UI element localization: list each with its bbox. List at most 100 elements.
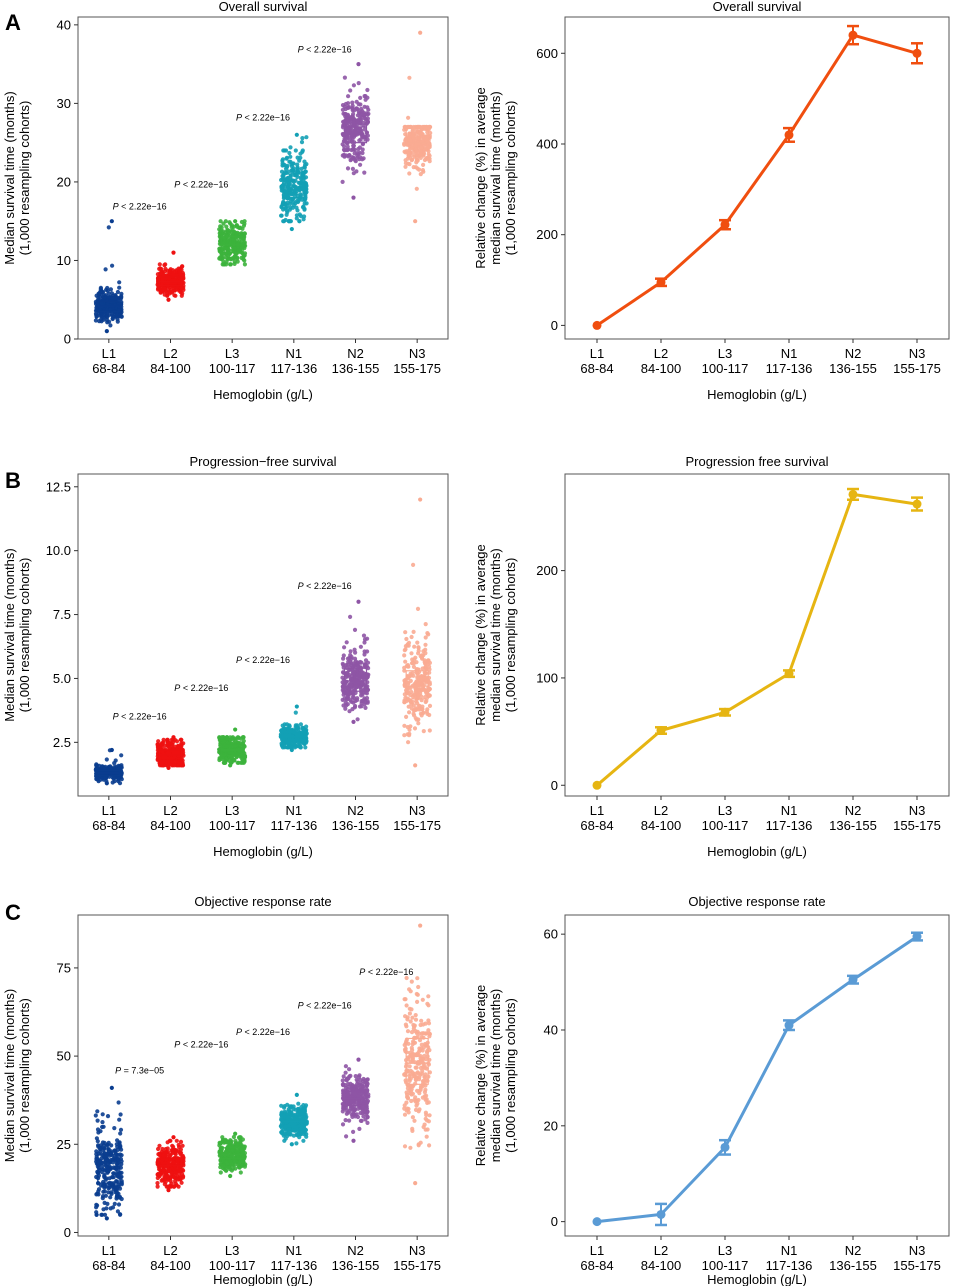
box-point [238,1139,243,1144]
box-point [106,295,111,300]
box-point [223,252,228,257]
box-point [420,168,425,173]
box-point [119,763,124,768]
box-point [345,656,351,661]
box-point [406,740,411,745]
box-point [303,1103,309,1108]
box-point [234,223,239,228]
box-point [112,1126,117,1131]
box-point [99,1156,104,1161]
box-point [176,1184,181,1189]
box-point [356,664,361,669]
line-y-axis-title-line: (1,000 resampling cohorts) [503,558,518,713]
box-point [176,750,181,755]
line-marker [656,277,666,287]
box-point [361,674,366,679]
box-point [409,1007,414,1012]
box-point [118,1112,123,1117]
box-x-tick-label-L2: L2 [163,803,177,818]
box-point-min [166,1188,171,1193]
box-point [365,1114,370,1119]
box-group-N2 [340,62,371,200]
box-point [218,1170,223,1175]
box-point [349,654,354,660]
box-point [407,1088,412,1093]
box-point [287,150,292,156]
box-x-tick-label-L2: L2 [163,346,177,361]
box-point [170,289,175,294]
box-point [341,703,346,708]
box-x-range-label-N3: 155-175 [393,1258,441,1273]
box-point [403,647,408,652]
box-point [420,1084,425,1089]
box-point [360,670,365,675]
box-point [295,169,301,174]
box-point [357,138,362,143]
box-point [419,1018,424,1023]
box-point [420,666,425,671]
box-point [359,1105,365,1110]
box-point [172,1184,177,1189]
box-point [402,653,407,658]
box-point-max [109,219,114,224]
box-point [99,301,104,306]
box-point [179,760,184,766]
box-point [422,658,427,663]
box-y-tick-label: 30 [57,96,71,111]
box-x-range-label-N1: 117-136 [270,818,317,833]
box-point [413,690,418,695]
box-point [102,295,108,300]
box-x-tick-label-N1: N1 [286,803,303,818]
box-point [93,318,98,323]
box-point [420,139,425,144]
box-point [358,95,363,100]
box-point [344,153,349,158]
box-point [171,272,176,277]
box-point [224,1151,229,1156]
line-x-tick-label-L1: L1 [590,346,604,361]
box-x-range-label-L1: 68-84 [92,361,125,376]
box-point [100,1112,105,1117]
box-point [414,699,419,704]
box-point [230,750,235,756]
box-point [426,149,431,154]
box-point [231,1134,236,1140]
box-point [224,1159,229,1164]
box-point [161,737,166,742]
box-point [350,100,355,105]
box-point [427,1113,432,1118]
box-point [94,1136,99,1141]
box-point [238,1170,243,1175]
box-point [404,1003,409,1008]
box-point [411,136,416,141]
box-point [341,663,346,668]
box-point [164,1184,169,1189]
box-point [426,1018,431,1023]
box-point [405,664,410,669]
box-point [414,660,419,665]
box-group-L2 [155,735,186,770]
box-point [418,1072,423,1077]
box-point [420,1079,425,1084]
box-point [352,1091,357,1096]
box-point [356,81,361,86]
box-point [115,1138,120,1143]
box-point [341,656,346,661]
box-point-max [109,747,114,753]
line-y-tick-label: 400 [536,136,558,151]
line-x-range-label-N1: 117-136 [766,818,813,833]
box-point [218,219,223,224]
box-point [293,710,298,715]
box-point [410,128,415,133]
box-point [296,1101,301,1106]
box-point [416,136,421,141]
box-point [363,700,368,705]
box-point [115,1209,120,1214]
box-point [352,627,358,633]
box-point [415,999,420,1005]
line-x-tick-label-L3: L3 [718,346,732,361]
line-y-axis-title: Relative change (%) in averagemedian sur… [473,87,518,268]
box-point [114,1179,119,1184]
box-point [427,728,432,733]
box-point [409,1092,414,1097]
